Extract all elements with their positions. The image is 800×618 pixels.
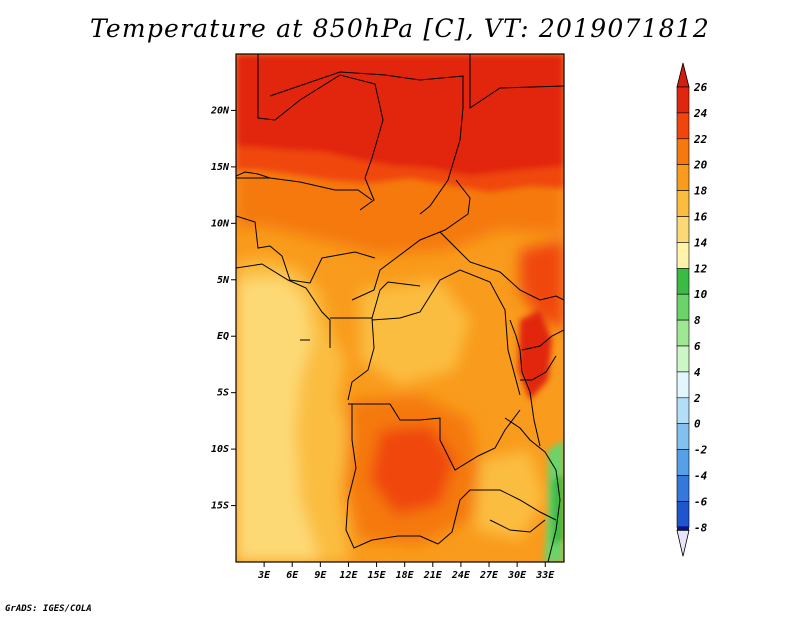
colorbar-label: 24 <box>693 107 708 120</box>
colorbar-label: 22 <box>693 133 708 146</box>
colorbar-bottom-cap <box>676 529 690 557</box>
colorbar-label: 20 <box>693 159 708 172</box>
lat-tick-label: 20N <box>210 105 230 116</box>
lon-tick-label: 24E <box>451 570 471 581</box>
lon-tick-label: 3E <box>257 570 271 581</box>
colorbar-label: 12 <box>694 262 708 275</box>
colorbar-swatch <box>676 216 690 243</box>
lat-tick-label: 10S <box>211 444 229 455</box>
lat-tick-label: 10N <box>211 218 230 229</box>
colorbar-label: 2 <box>693 392 701 405</box>
colorbar-label: 6 <box>694 340 701 353</box>
colorbar-swatch <box>676 293 690 321</box>
colorbar-swatch <box>676 475 690 502</box>
colorbar-label: -2 <box>694 444 708 457</box>
colorbar-swatch <box>676 267 690 295</box>
colorbar-label: 16 <box>694 211 708 224</box>
latitude-axis: 20N 15N 10N 5N EQ 5S 10S 15S <box>210 105 236 512</box>
colorbar-label: 14 <box>694 236 708 249</box>
colorbar-swatch <box>676 501 690 528</box>
longitude-axis: 3E 6E 9E 12E 15E 18E 21E 24E 27E 30E 33E <box>257 562 555 581</box>
colorbar-swatch <box>676 449 690 476</box>
lon-tick-label: 15E <box>368 570 387 581</box>
colorbar-swatch <box>676 86 690 114</box>
temperature-field <box>236 54 564 562</box>
colorbar-label: 8 <box>694 314 701 327</box>
colorbar-label: 26 <box>693 81 708 94</box>
lon-tick-label: 18E <box>396 570 415 581</box>
colorbar-swatch <box>676 345 690 373</box>
lon-tick-label: 21E <box>423 570 443 581</box>
lon-tick-label: 27E <box>479 570 499 581</box>
colorbar-swatch <box>676 319 690 347</box>
lon-tick-label: 33E <box>535 570 555 581</box>
lat-tick-label: 5S <box>217 388 229 399</box>
plot-title: Temperature at 850hPa [C], VT: 201907181… <box>90 14 710 43</box>
colorbar-swatch <box>676 164 690 191</box>
colorbar-label: 0 <box>694 418 701 431</box>
colorbar-swatch <box>676 190 690 217</box>
colorbar-label: -6 <box>694 495 708 508</box>
lat-tick-label: 15N <box>211 162 230 173</box>
colorbar-swatch <box>676 397 690 424</box>
map-frame <box>235 53 565 563</box>
colorbar-label: -8 <box>694 521 708 534</box>
colorbar-swatch <box>676 112 690 140</box>
colorbar-label: 18 <box>694 185 708 198</box>
colorbar-label: 4 <box>694 366 701 379</box>
colorbar-label: 10 <box>694 288 708 301</box>
lon-tick-label: 9E <box>314 570 327 581</box>
colorbar-swatch <box>676 242 690 269</box>
lat-tick-label: EQ <box>217 331 229 342</box>
lat-tick-label: 15S <box>211 501 229 512</box>
colorbar-swatch <box>676 423 690 450</box>
lon-tick-label: 30E <box>507 570 527 581</box>
lon-tick-label: 6E <box>286 570 299 581</box>
colorbar-top-cap <box>676 62 690 88</box>
colorbar-swatch <box>676 138 690 166</box>
colorbar-swatch <box>677 526 689 531</box>
colorbar-label: -4 <box>694 470 708 483</box>
lat-tick-label: 5N <box>217 275 230 286</box>
credit-label: GrADS: IGES/COLA <box>5 604 92 614</box>
country-borders <box>236 54 564 562</box>
lon-tick-label: 12E <box>339 570 358 581</box>
colorbar-swatch <box>676 371 690 399</box>
